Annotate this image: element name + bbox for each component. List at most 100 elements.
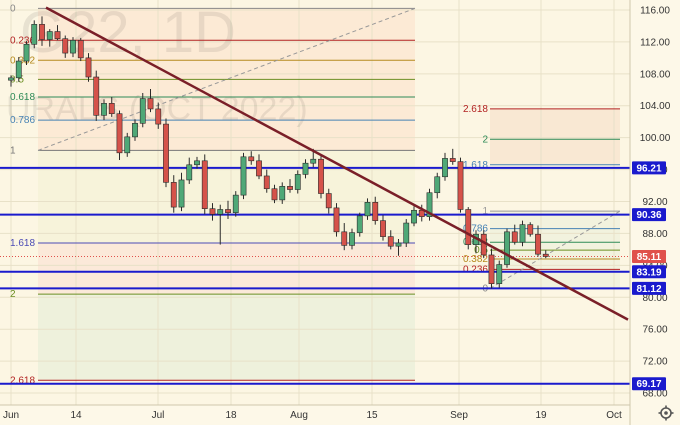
fib-large-label-3: 0.5 (10, 74, 24, 85)
candle (194, 156, 200, 169)
candle (163, 118, 169, 188)
candle (287, 179, 293, 193)
candle-body (124, 136, 131, 154)
candle-body (364, 202, 371, 217)
candle-body (426, 192, 433, 217)
candle-body (77, 40, 84, 59)
candle-body (511, 231, 518, 243)
candle-body (434, 176, 441, 194)
candle (225, 200, 231, 220)
candle-body (465, 209, 472, 245)
price-tag-label: 96.21 (636, 163, 661, 174)
y-tick-label: 100.00 (640, 133, 671, 144)
x-tick-label: Jun (3, 410, 19, 421)
candle-body (535, 233, 541, 255)
candle (387, 230, 394, 250)
candle (62, 35, 69, 58)
candle-body (201, 160, 208, 209)
fib-small-label-1: 2 (482, 134, 488, 145)
candle-body (155, 108, 162, 125)
candle-body (23, 43, 30, 62)
fib-large-label-4: 0.618 (10, 92, 35, 103)
y-tick-label: 92.00 (642, 197, 667, 208)
x-tick-label: 18 (225, 410, 237, 421)
x-tick-label: Aug (290, 410, 308, 421)
candle (333, 203, 340, 237)
candle (434, 172, 441, 199)
candle-body (527, 224, 534, 235)
candle-body (449, 158, 456, 162)
candle-body (170, 182, 177, 208)
candle-body (70, 40, 76, 54)
candle (349, 228, 355, 250)
price-tag: 69.17 (632, 377, 666, 391)
price-tag: 96.21 (632, 161, 666, 175)
fib-small-label-4: 0.786 (463, 224, 488, 235)
candle (535, 225, 541, 257)
price-tag-label: 83.19 (636, 267, 661, 278)
x-tick-label: 19 (535, 410, 547, 421)
candle-body (403, 222, 410, 244)
price-tags: 96.21 90.36 83.19 81.12 69.17 85.11 (632, 161, 666, 391)
candle-body (108, 103, 115, 115)
candle-body (163, 123, 169, 183)
candle (15, 57, 22, 82)
price-tag: 85.11 (632, 249, 666, 263)
candle (132, 119, 138, 141)
candle-body (54, 31, 61, 40)
candle (426, 188, 433, 221)
fib-large-label-6: 1 (10, 145, 16, 156)
candle (411, 206, 417, 227)
candle-body (8, 77, 14, 81)
candle (527, 222, 534, 237)
fib-large-label-5: 0.786 (10, 115, 35, 126)
candle-body (496, 264, 503, 285)
candle-body (15, 60, 22, 79)
candle (302, 159, 309, 179)
x-axis-background (0, 405, 630, 425)
x-tick-label: 15 (366, 410, 378, 421)
candle (232, 191, 239, 217)
price-levels[interactable] (0, 166, 630, 385)
fib-large-label-7: 1.618 (10, 238, 35, 249)
candle-body (279, 186, 286, 201)
candle-body (31, 24, 38, 45)
candle-body (256, 160, 262, 177)
candle-body (457, 161, 464, 210)
candle-body (194, 160, 200, 166)
candle-body (310, 158, 317, 164)
x-tick-label: 14 (70, 410, 82, 421)
candle (124, 132, 131, 157)
candle-body (263, 175, 270, 190)
candle (8, 75, 14, 87)
candle-body (240, 156, 247, 196)
candle (155, 102, 162, 129)
candle-body (325, 193, 332, 209)
candle-body (442, 158, 448, 178)
y-tick-label: 112.00 (640, 37, 670, 48)
price-tag-label: 69.17 (636, 379, 661, 390)
x-tick-label: Jul (152, 410, 165, 421)
candle (395, 239, 402, 256)
trendline[interactable] (45, 6, 629, 321)
price-tag: 83.19 (632, 265, 666, 279)
candle (39, 16, 45, 46)
candle-body (519, 224, 526, 243)
y-tick-label: 80.00 (642, 293, 667, 304)
gear-icon[interactable] (658, 405, 674, 421)
candle (209, 203, 216, 221)
candle (139, 92, 146, 128)
fib-large-label-0: 0 (10, 3, 16, 14)
candle-body (93, 76, 100, 116)
candle (294, 170, 301, 194)
x-tick-label: Sep (450, 410, 468, 421)
candle (364, 198, 371, 220)
candle (442, 152, 448, 181)
candle-body (380, 220, 386, 237)
candle (23, 41, 30, 66)
candle-body (271, 188, 278, 201)
y-tick-label: 76.00 (642, 325, 667, 336)
x-tick-label: Oct (606, 410, 622, 421)
